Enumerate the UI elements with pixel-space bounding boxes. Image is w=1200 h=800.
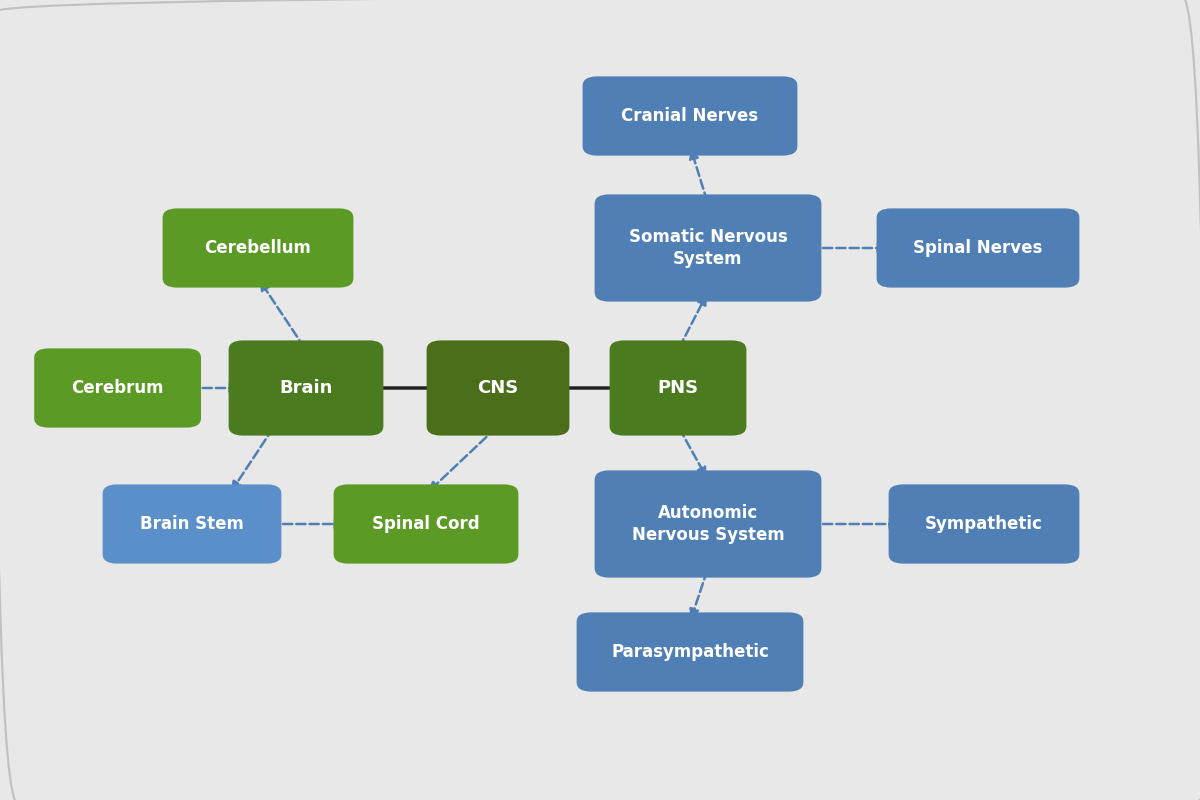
FancyBboxPatch shape (888, 485, 1080, 563)
FancyBboxPatch shape (35, 349, 202, 427)
FancyBboxPatch shape (576, 613, 804, 691)
Text: PNS: PNS (658, 379, 698, 397)
FancyBboxPatch shape (594, 194, 821, 302)
FancyBboxPatch shape (610, 341, 746, 435)
Text: Brain Stem: Brain Stem (140, 515, 244, 533)
Text: Sympathetic: Sympathetic (925, 515, 1043, 533)
FancyBboxPatch shape (103, 485, 281, 563)
Text: Cerebrum: Cerebrum (71, 379, 164, 397)
FancyBboxPatch shape (228, 341, 384, 435)
Text: Parasympathetic: Parasympathetic (611, 643, 769, 661)
Text: Somatic Nervous
System: Somatic Nervous System (629, 228, 787, 268)
FancyBboxPatch shape (876, 209, 1080, 288)
Text: Spinal Nerves: Spinal Nerves (913, 239, 1043, 257)
Text: Cranial Nerves: Cranial Nerves (622, 107, 758, 125)
Text: Brain: Brain (280, 379, 332, 397)
FancyBboxPatch shape (162, 209, 353, 288)
FancyBboxPatch shape (594, 470, 821, 578)
Text: Cerebellum: Cerebellum (204, 239, 312, 257)
Text: Autonomic
Nervous System: Autonomic Nervous System (631, 504, 785, 544)
Text: Spinal Cord: Spinal Cord (372, 515, 480, 533)
Text: CNS: CNS (478, 379, 518, 397)
FancyBboxPatch shape (334, 485, 518, 563)
FancyBboxPatch shape (427, 341, 570, 435)
FancyBboxPatch shape (582, 76, 797, 155)
